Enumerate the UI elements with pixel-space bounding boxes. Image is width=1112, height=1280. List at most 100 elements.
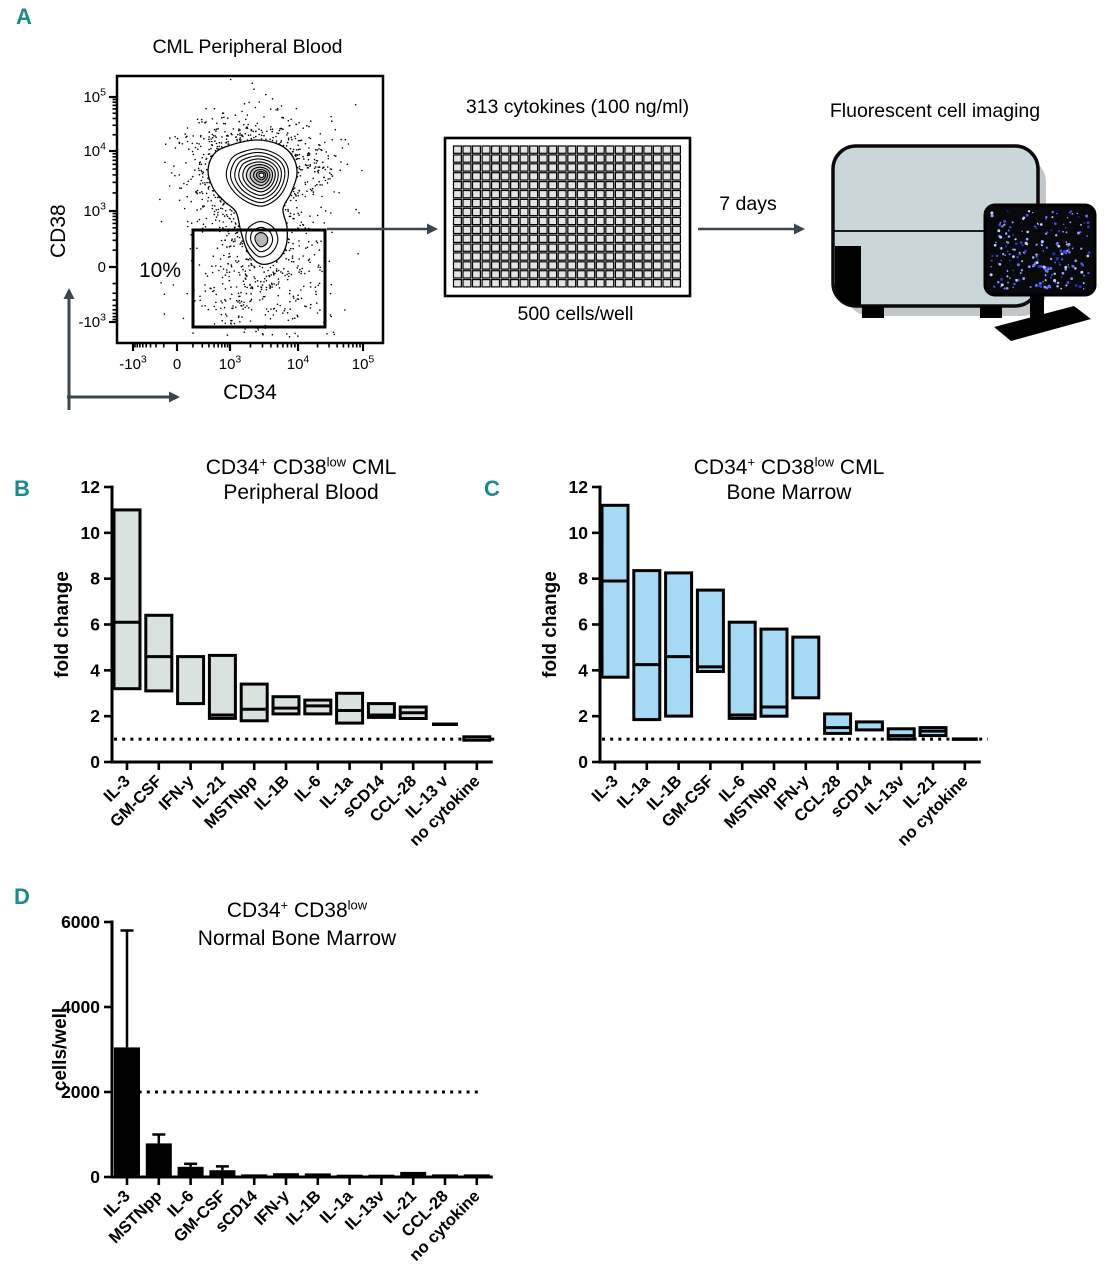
chart-d: CD34+ CD38low Normal Bone Marrow 0 2000 4000… bbox=[50, 897, 493, 1265]
incubation-arrow bbox=[698, 223, 805, 235]
flow-x-tick-label: 105 bbox=[352, 354, 375, 373]
imaging-device bbox=[831, 144, 1097, 341]
chart-d-categories: IL-3MSTNppIL-6GM-CSFsCD14IFN-yIL-1BIL-1a… bbox=[100, 1177, 484, 1265]
flow-x-tick-label: 0 bbox=[173, 356, 181, 373]
flow-x-axis-label: CD34 bbox=[223, 381, 277, 404]
box-IL-6 bbox=[727, 620, 757, 720]
box-GM-CSF bbox=[695, 588, 725, 674]
box-no cytokine bbox=[462, 735, 492, 742]
box-GM-CSF bbox=[144, 613, 174, 693]
chart-b-axes: 0 2 4 6 8 10 12 fold change bbox=[52, 477, 493, 772]
flow-y-tick-label: 103 bbox=[83, 201, 106, 220]
fluorescent-cells bbox=[989, 210, 1091, 290]
chart-c-categories: IL-3IL-1aIL-1BGM-CSFIL-6MSTNppIFN-yCCL-2… bbox=[588, 762, 972, 850]
box-IL-1a bbox=[335, 691, 365, 725]
box-IFN-y bbox=[176, 655, 206, 706]
chart-b-title-line2: Peripheral Blood bbox=[223, 481, 378, 504]
box-IL-1a bbox=[632, 569, 662, 722]
flow-x-tick-label: -103 bbox=[119, 354, 147, 373]
bar-IL-13v bbox=[368, 1174, 395, 1177]
flow-contours bbox=[207, 139, 298, 265]
box-IL-3 bbox=[600, 503, 630, 679]
chart-c-ytick-label: 6 bbox=[578, 615, 588, 635]
imaging-title: Fluorescent cell imaging bbox=[829, 100, 1041, 122]
flow-plot-title: CML Peripheral Blood bbox=[152, 36, 343, 58]
x-axis-arrow bbox=[67, 391, 180, 403]
device-door bbox=[835, 246, 861, 305]
device-foot bbox=[980, 306, 1002, 318]
chart-c-marks bbox=[600, 503, 978, 741]
chart-d-axes: 0 2000 4000 6000 cells/well bbox=[50, 912, 493, 1187]
gate-percentage-label: 10% bbox=[138, 259, 182, 282]
chart-b-cat-label: IFN-y bbox=[156, 772, 198, 814]
well-plate-caption: 500 cells/well bbox=[517, 303, 634, 325]
chart-b-ytick-label: 2 bbox=[90, 706, 100, 726]
chart-c-ylabel: fold change bbox=[540, 571, 561, 678]
box-IL-3 bbox=[112, 508, 142, 691]
chart-c-ytick-label: 4 bbox=[578, 660, 588, 680]
chart-d-cat-label: IL-1B bbox=[283, 1187, 325, 1229]
flow-axis-ticks: 105 104 103 0 -103 -103 0 103 104 105 bbox=[78, 87, 374, 373]
panel-d-label: D bbox=[14, 884, 30, 909]
bar-IL-1B bbox=[304, 1173, 331, 1177]
bar-GM-CSF bbox=[209, 1170, 236, 1177]
chart-d-ytick-label: 6000 bbox=[61, 912, 100, 932]
box-IL-1B bbox=[664, 571, 694, 718]
gate-rectangle bbox=[191, 228, 327, 329]
bar-CCL-28 bbox=[432, 1174, 458, 1177]
chart-b-ytick-label: 12 bbox=[81, 477, 101, 497]
box-MSTNpp bbox=[759, 627, 789, 718]
box-IL-21 bbox=[207, 653, 237, 720]
chart-c-axes: 0 2 4 6 8 10 12 fold change bbox=[540, 477, 981, 772]
flow-y-tick-label: -103 bbox=[78, 312, 106, 331]
panel-b-label: B bbox=[14, 476, 30, 501]
bar-IL-21 bbox=[400, 1171, 427, 1177]
bar-no cytokine bbox=[463, 1174, 490, 1177]
chart-c-ytick-label: 2 bbox=[578, 706, 588, 726]
chart-b-categories: IL-3GM-CSFIFN-yIL-21MSTNppIL-1BIL-6IL-1a… bbox=[100, 762, 484, 850]
bar-IL-3 bbox=[114, 1047, 140, 1177]
chart-d-title-line1: CD34+ CD38low bbox=[227, 897, 368, 922]
chart-b-ytick-label: 6 bbox=[90, 615, 100, 635]
bar-IL-1a bbox=[336, 1174, 363, 1177]
chart-d-ylabel: cells/well bbox=[50, 1008, 71, 1091]
chart-c-title-line1: CD34+ CD38low CML bbox=[694, 454, 885, 479]
monitor-base bbox=[994, 306, 1091, 341]
chart-b-ytick-label: 8 bbox=[90, 569, 100, 589]
chart-d-title-line2: Normal Bone Marrow bbox=[198, 927, 397, 950]
chart-d-cat-label: IFN-y bbox=[251, 1187, 293, 1229]
monitor-stand bbox=[1030, 290, 1044, 322]
chart-c-ytick-label: 0 bbox=[578, 752, 588, 772]
flow-x-tick-label: 104 bbox=[287, 354, 310, 373]
chart-c-title-line2: Bone Marrow bbox=[727, 481, 853, 504]
chart-b-cat-label: IL-1B bbox=[251, 772, 293, 814]
bar-IFN-y bbox=[273, 1173, 299, 1177]
chart-b-title-line1: CD34+ CD38low CML bbox=[206, 454, 397, 479]
y-axis-arrow bbox=[63, 288, 75, 410]
bar-IL-6 bbox=[177, 1166, 204, 1177]
flow-y-tick-label: 105 bbox=[83, 87, 106, 106]
incubation-arrow-label: 7 days bbox=[719, 193, 777, 215]
chart-d-marks bbox=[114, 929, 490, 1177]
box-IL-1B bbox=[271, 695, 301, 716]
box-CCL-28 bbox=[823, 712, 853, 735]
chart-d-ytick-label: 2000 bbox=[61, 1082, 100, 1102]
panel-c-label: C bbox=[484, 476, 500, 501]
flow-cytometry-plot: 105 104 103 0 -103 -103 0 103 104 105 bbox=[78, 74, 385, 373]
chart-b-marks bbox=[112, 508, 492, 742]
chart-c-ytick-label: 10 bbox=[569, 523, 589, 543]
flow-y-tick-label: 0 bbox=[98, 259, 106, 276]
chart-b-ytick-label: 10 bbox=[81, 523, 101, 543]
chart-d-ytick-label: 4000 bbox=[61, 997, 100, 1017]
well-grid bbox=[452, 145, 682, 288]
box-sCD14 bbox=[854, 720, 884, 732]
chart-d-ytick-label: 0 bbox=[90, 1167, 100, 1187]
flow-y-tick-label: 104 bbox=[83, 141, 106, 160]
well-plate bbox=[443, 136, 692, 298]
chart-b-ytick-label: 4 bbox=[90, 660, 100, 680]
flow-x-tick-label: 103 bbox=[219, 354, 242, 373]
box-IFN-y bbox=[791, 635, 821, 700]
